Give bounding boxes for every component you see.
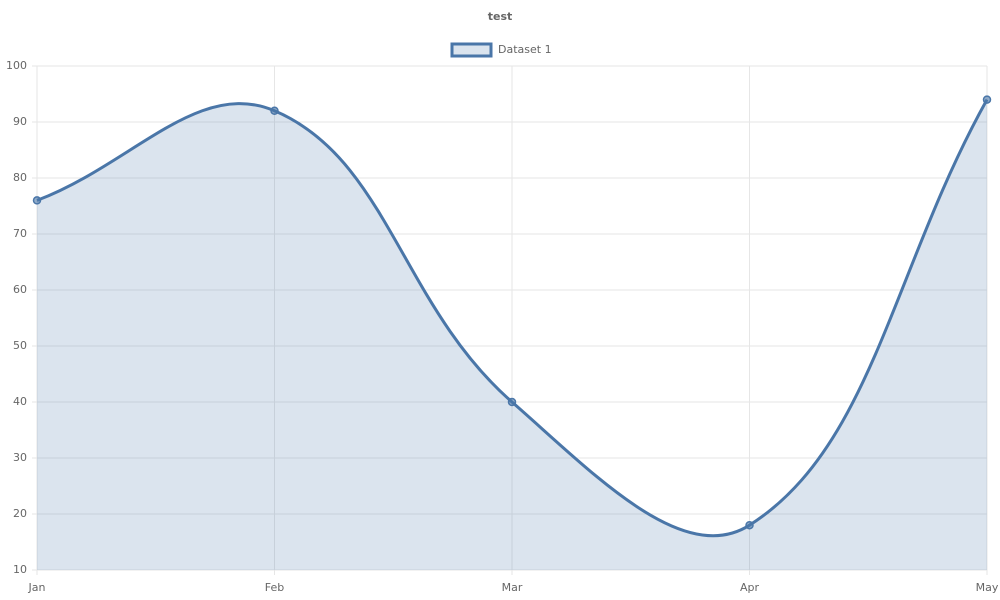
x-tick-label: Mar: [502, 581, 523, 594]
y-tick-label: 50: [13, 339, 27, 352]
y-tick-label: 80: [13, 171, 27, 184]
x-tick-label: May: [976, 581, 999, 594]
legend-label: Dataset 1: [498, 43, 552, 56]
y-tick-label: 60: [13, 283, 27, 296]
y-tick-label: 30: [13, 451, 27, 464]
y-tick-label: 40: [13, 395, 27, 408]
x-tick-label: Feb: [265, 581, 284, 594]
y-tick-label: 10: [13, 563, 27, 576]
x-tick-label: Apr: [740, 581, 760, 594]
point: [745, 520, 754, 530]
y-tick-label: 100: [6, 59, 27, 72]
chart-title: test: [488, 10, 513, 23]
point: [982, 95, 992, 104]
y-tick-label: 20: [13, 507, 27, 520]
y-tick-label: 70: [13, 227, 27, 240]
point: [270, 106, 279, 116]
area: [37, 99, 987, 570]
legend-swatch: [450, 42, 493, 58]
point: [507, 397, 517, 407]
y-tick-label: 90: [13, 115, 27, 128]
point: [32, 196, 42, 205]
x-tick-label: Jan: [28, 581, 46, 594]
